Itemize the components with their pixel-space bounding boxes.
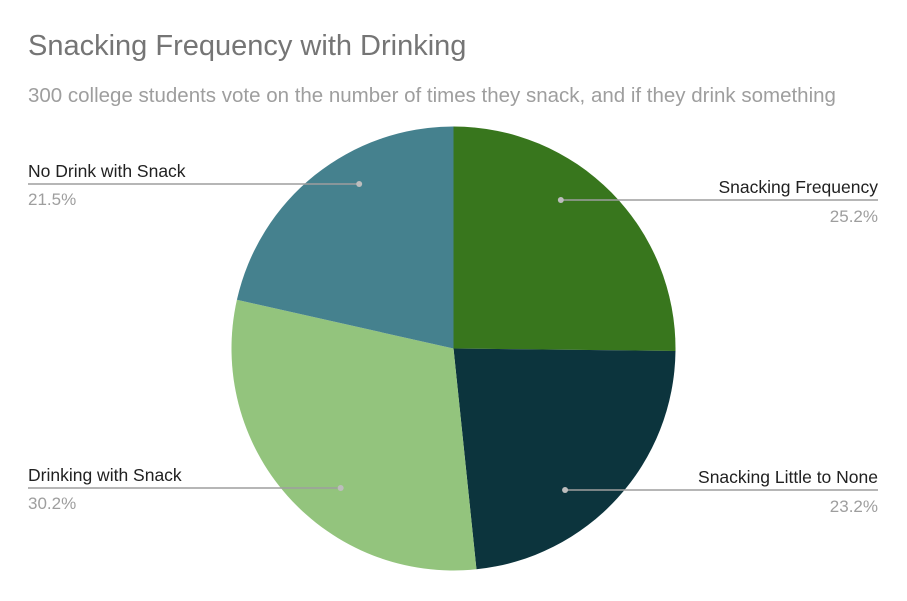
pie-slice-drinking-with-snack [231, 299, 477, 571]
slice-label-drinking-with-snack: Drinking with Snack [28, 465, 182, 485]
pie-slices [231, 126, 676, 571]
leader-dot-drinking-with-snack [337, 485, 344, 491]
pie-labels: Snacking Frequency 25.2% Snacking Little t… [28, 161, 878, 516]
slice-percent-snacking-little-to-none: 23.2% [830, 497, 878, 516]
leader-dot-no-drink-with-snack [356, 181, 363, 187]
pie-slice-snacking-frequency [453, 126, 676, 351]
pie-slice-no-drink-with-snack [236, 126, 454, 349]
slice-label-snacking-little-to-none: Snacking Little to None [698, 467, 878, 487]
slice-percent-no-drink-with-snack: 21.5% [28, 190, 76, 209]
chart-subtitle: 300 college students vote on the number … [28, 84, 836, 107]
chart-title: Snacking Frequency with Drinking [28, 30, 467, 62]
pie-slice-snacking-little-to-none [453, 348, 676, 570]
slice-label-snacking-frequency: Snacking Frequency [718, 177, 878, 197]
slice-percent-snacking-frequency: 25.2% [830, 207, 878, 226]
slice-percent-drinking-with-snack: 30.2% [28, 494, 76, 513]
leader-dot-snacking-frequency [557, 197, 564, 203]
leader-dot-snacking-little-to-none [562, 487, 569, 493]
slice-label-no-drink-with-snack: No Drink with Snack [28, 161, 186, 181]
